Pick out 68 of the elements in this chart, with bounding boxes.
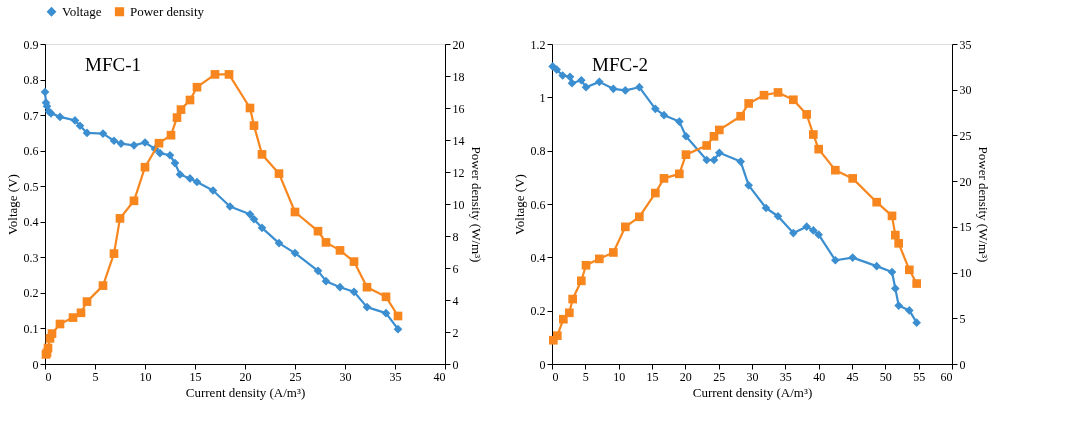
x-axis-title: Current density (A/m³)	[692, 384, 813, 400]
y2-axis-title: Power density (W/m³)	[468, 146, 484, 263]
y-axis-title: Voltage (V)	[4, 174, 20, 235]
y2-tick-label: 20	[959, 174, 972, 189]
y2-tick-label: 8	[452, 229, 459, 244]
y2-tick-label: 16	[452, 101, 465, 116]
y2-tick-label: 20	[452, 37, 465, 52]
y-tick-label: 0.9	[23, 37, 39, 52]
y-tick-label: 0.1	[23, 321, 39, 336]
legend-label: Voltage	[62, 3, 102, 19]
annotation: MFC-2	[592, 54, 648, 75]
y2-tick-label: 4	[452, 293, 459, 308]
y-tick-label: 0.4	[23, 215, 39, 230]
y-tick-label: 0.6	[23, 144, 39, 159]
x-tick-label: 35	[779, 369, 792, 384]
y2-tick-label: 35	[959, 37, 972, 52]
legend-label: Power density	[130, 3, 205, 19]
y-tick-label: 0.3	[23, 250, 39, 265]
y2-tick-label: 15	[959, 220, 972, 235]
y-tick-label: 0	[32, 357, 39, 372]
y2-tick-label: 12	[452, 165, 465, 180]
y-tick-label: 0.4	[530, 250, 546, 265]
x-tick-label: 60	[940, 369, 953, 384]
y2-tick-label: 30	[959, 83, 972, 98]
y-tick-label: 0.7	[23, 108, 39, 123]
y2-tick-label: 5	[959, 311, 966, 326]
y-tick-label: 0.2	[23, 286, 39, 301]
y-tick-label: 0.2	[530, 304, 546, 319]
x-tick-label: 0	[45, 369, 52, 384]
y-tick-label: 0.8	[530, 144, 546, 159]
y-tick-label: 1.2	[530, 37, 546, 52]
y-tick-label: 0.8	[23, 73, 39, 88]
x-tick-label: 20	[679, 369, 692, 384]
y2-tick-label: 10	[959, 266, 972, 281]
y2-tick-label: 6	[452, 261, 459, 276]
x-tick-label: 35	[389, 369, 402, 384]
y2-tick-label: 0	[959, 357, 966, 372]
y2-tick-label: 14	[452, 133, 465, 148]
x-tick-label: 20	[239, 369, 252, 384]
y-tick-label: 0.5	[23, 179, 39, 194]
x-tick-label: 5	[92, 369, 99, 384]
x-tick-label: 10	[613, 369, 626, 384]
x-tick-label: 5	[582, 369, 589, 384]
x-tick-label: 0	[552, 369, 559, 384]
y-axis-title: Voltage (V)	[511, 174, 527, 235]
y2-tick-label: 2	[452, 325, 459, 340]
x-tick-label: 30	[746, 369, 759, 384]
y-tick-label: 0.6	[530, 197, 546, 212]
x-tick-label: 40	[813, 369, 826, 384]
x-tick-label: 30	[339, 369, 352, 384]
x-tick-label: 15	[189, 369, 202, 384]
x-tick-label: 25	[289, 369, 302, 384]
x-tick-label: 45	[846, 369, 859, 384]
x-axis-title: Current density (A/m³)	[185, 384, 306, 400]
y2-tick-label: 0	[452, 357, 459, 372]
annotation: MFC-1	[85, 54, 141, 75]
y2-tick-label: 10	[452, 197, 465, 212]
y-tick-label: 1	[539, 90, 546, 105]
x-tick-label: 15	[646, 369, 659, 384]
y-tick-label: 0	[539, 357, 546, 372]
x-tick-label: 10	[139, 369, 152, 384]
x-tick-label: 40	[433, 369, 446, 384]
x-tick-label: 25	[713, 369, 726, 384]
y2-tick-label: 18	[452, 69, 465, 84]
y2-axis-title: Power density (W/m³)	[975, 146, 991, 263]
x-tick-label: 55	[913, 369, 926, 384]
y2-tick-label: 25	[959, 128, 972, 143]
x-tick-label: 50	[879, 369, 892, 384]
